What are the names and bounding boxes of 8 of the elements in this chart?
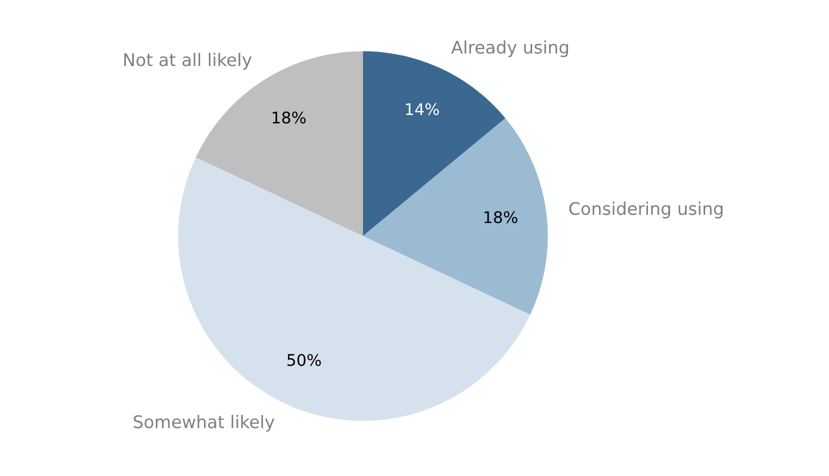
data-label: 50% [287,354,321,366]
data-label: 18% [484,211,518,224]
data-label: 14% [406,103,439,116]
data-label: 18% [272,112,306,124]
slice-label: Somewhat likely [134,414,274,432]
slice-label: Already using [451,40,568,58]
slice-label: Considering using [569,202,722,218]
slice-label: Not at all likely [124,52,252,70]
